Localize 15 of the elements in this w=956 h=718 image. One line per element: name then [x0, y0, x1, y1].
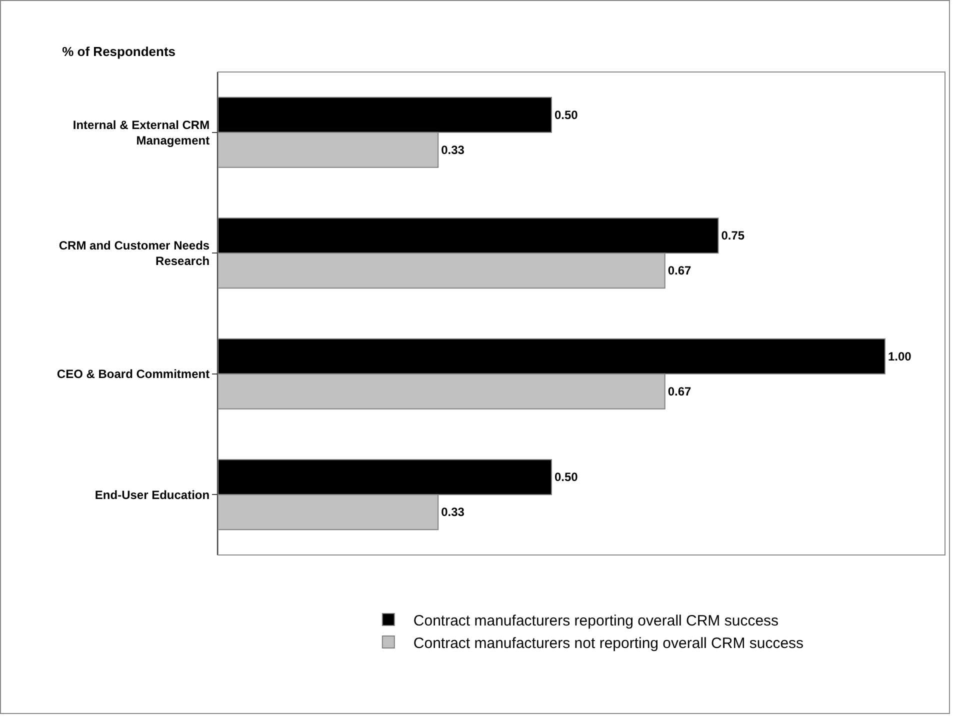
- y-tick-label: CRM and Customer Needs Research: [58, 238, 210, 268]
- y-tick-label: CEO & Board Commitment: [56, 367, 210, 382]
- data-label: 0.50: [554, 108, 578, 122]
- data-label: 0.67: [668, 384, 692, 398]
- legend-label: Contract manufacturers not reporting overall CRM success: [413, 634, 804, 652]
- data-label: 0.33: [441, 142, 465, 157]
- data-label: 0.67: [668, 264, 692, 278]
- y-tick-label: Internal & External CRM Management: [72, 118, 210, 148]
- data-label: 1.00: [888, 349, 912, 364]
- data-label: 0.50: [554, 470, 578, 484]
- data-label: 0.75: [721, 228, 745, 243]
- y-tick-label: End-User Education: [94, 488, 210, 502]
- chart-title: % of Respondents: [62, 44, 176, 59]
- data-label: 0.33: [441, 505, 465, 520]
- legend-label: Contract manufacturers reporting overall CRM success: [413, 612, 779, 630]
